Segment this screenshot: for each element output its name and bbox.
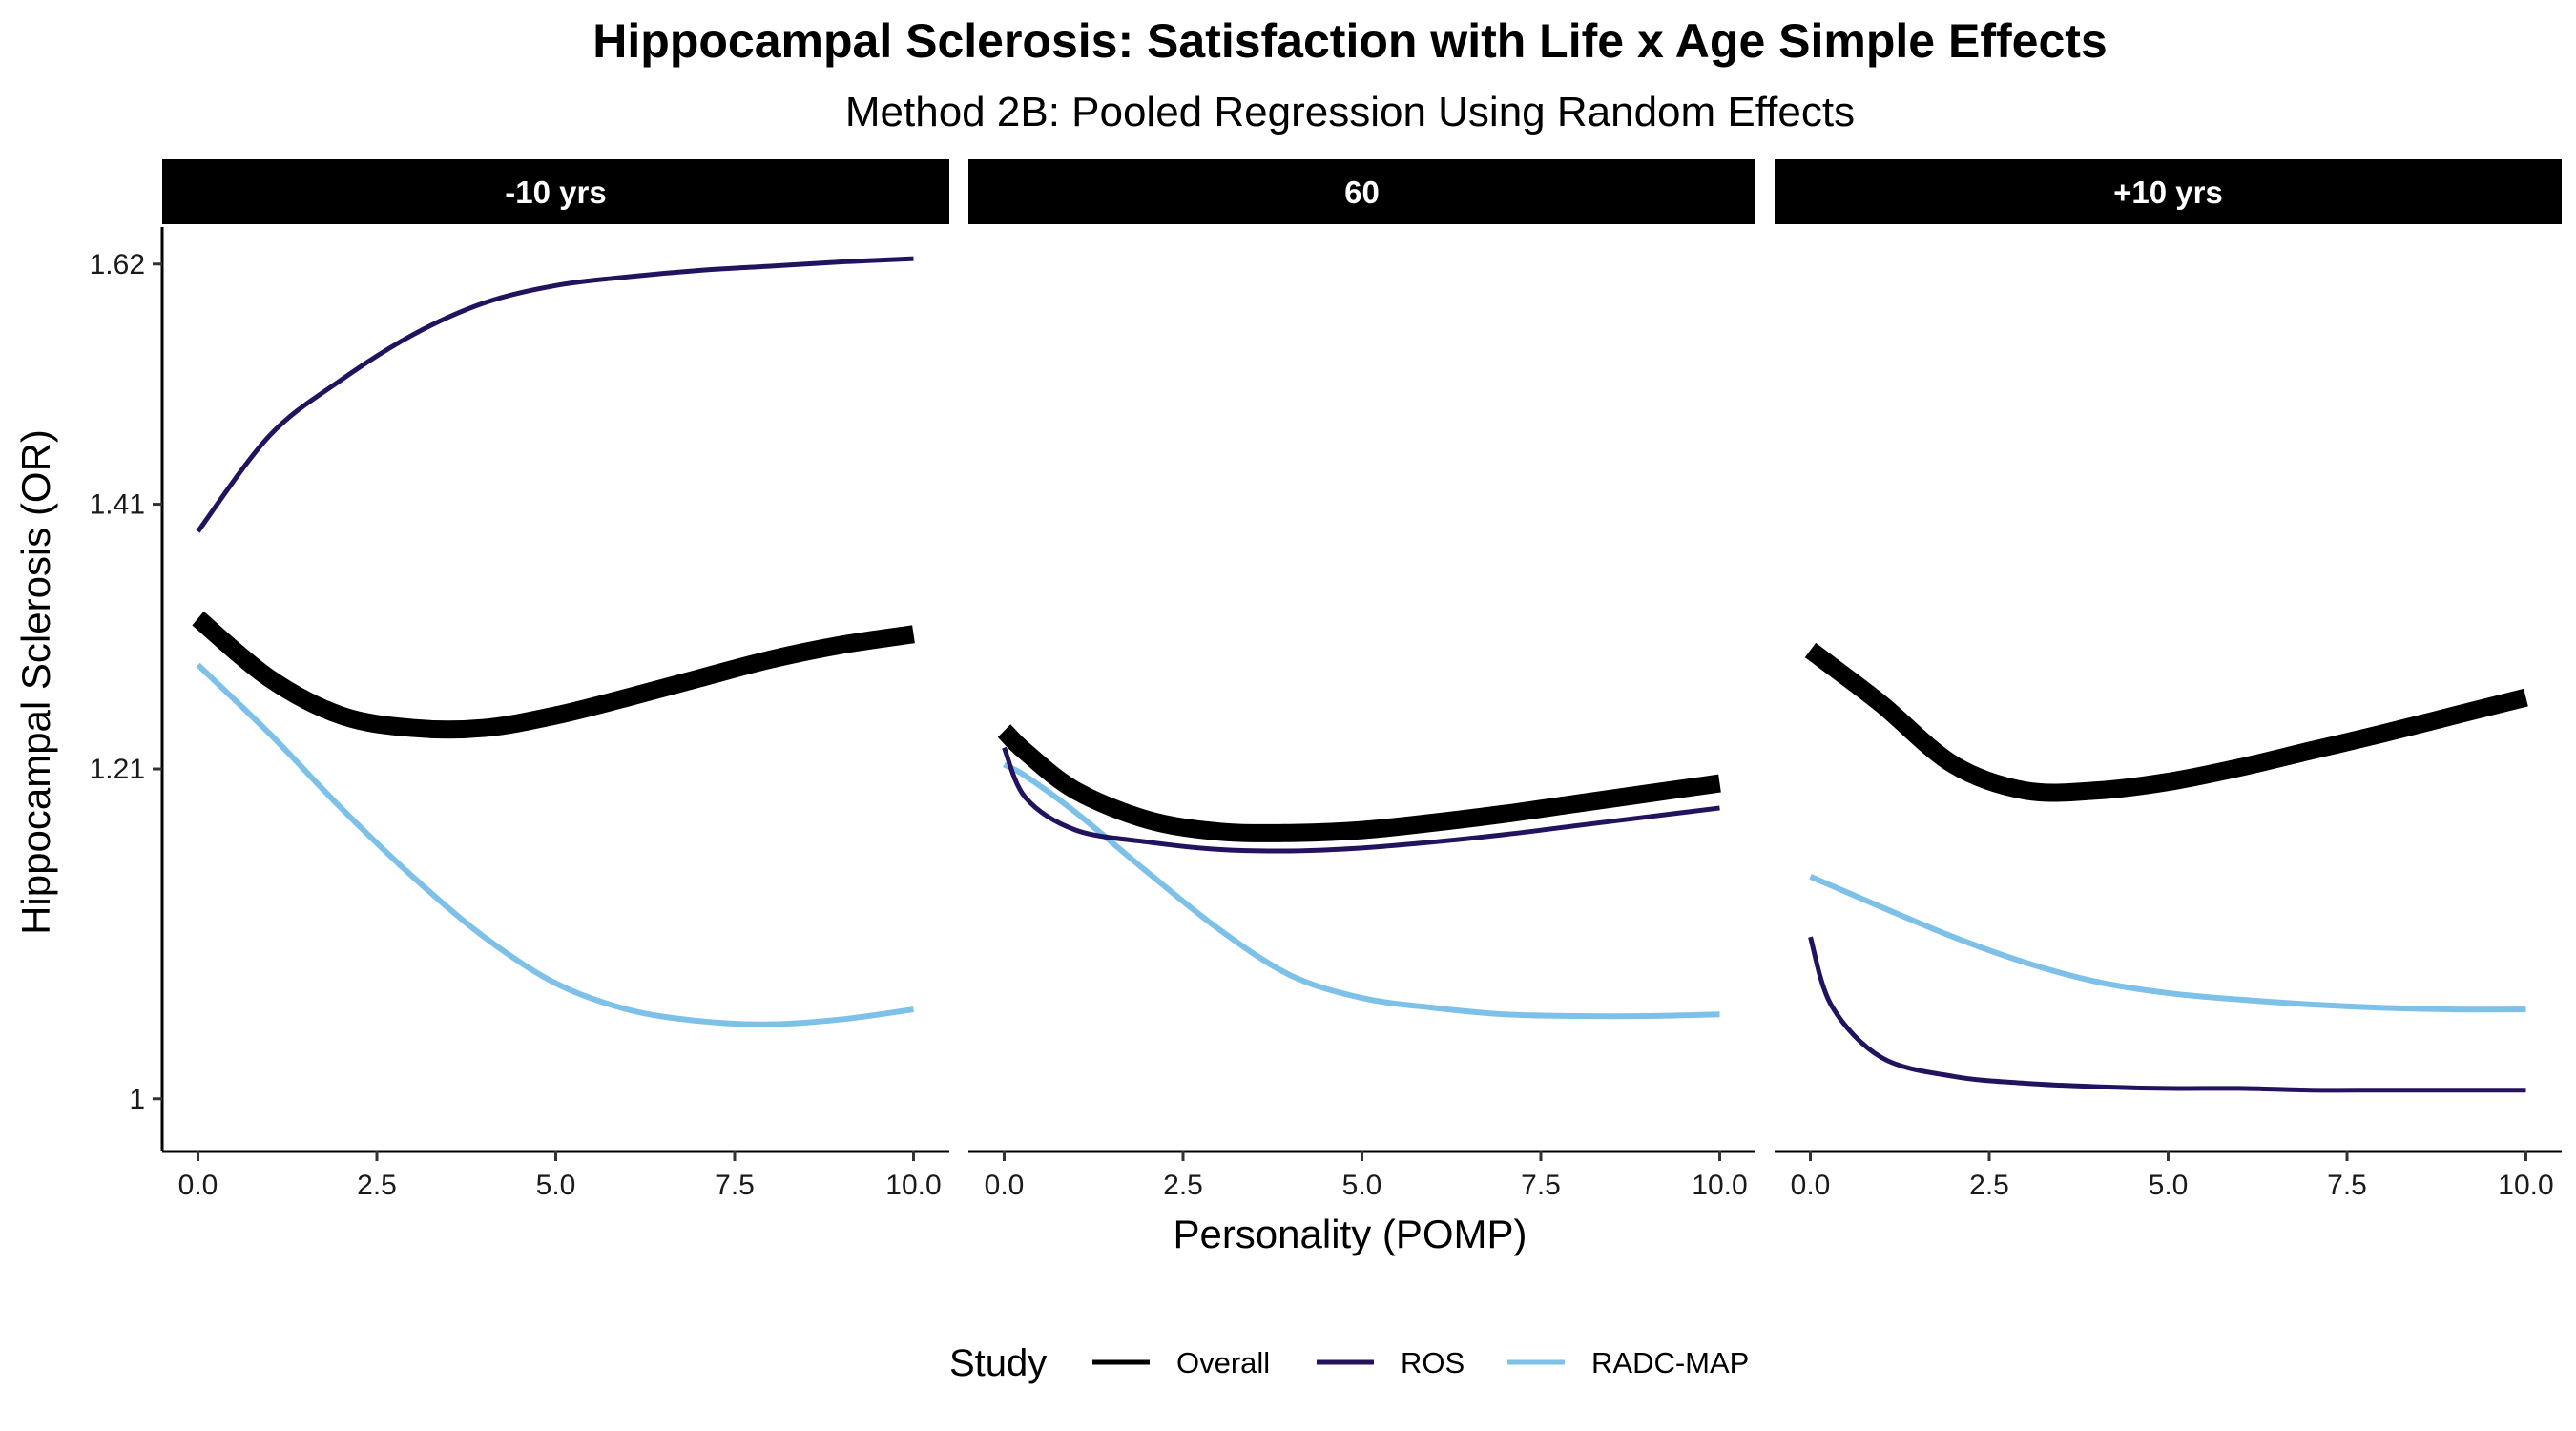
- facet-strip-label: 60: [1344, 175, 1380, 210]
- x-tick-label: 2.5: [357, 1170, 397, 1201]
- x-tick-label: 2.5: [1163, 1170, 1203, 1201]
- chart-subtitle: Method 2B: Pooled Regression Using Rando…: [845, 89, 1855, 135]
- x-tick-label: 5.0: [2149, 1170, 2189, 1201]
- legend-item-ros: ROS: [1317, 1346, 1465, 1379]
- legend: Study Overall ROS RADC-MAP: [949, 1342, 1749, 1384]
- x-tick-label: 5.0: [1342, 1170, 1382, 1201]
- series-line-ros: [1002, 746, 1720, 854]
- x-tick-label: 0.0: [178, 1170, 218, 1201]
- legend-title: Study: [949, 1342, 1047, 1384]
- x-tick-label: 7.5: [2327, 1170, 2367, 1201]
- x-tick-label: 2.5: [1969, 1170, 2009, 1201]
- x-tick-label: 0.0: [1791, 1170, 1831, 1201]
- facet-panel: -10 yrs 0.0 2.5 5.0 7.5 10.0: [162, 159, 949, 1201]
- facet-panel: +10 yrs 0.0 2.5 5.0 7.5 10.0: [1775, 159, 2562, 1201]
- y-tick-label: 1: [129, 1084, 145, 1115]
- series-line-overall: [1804, 642, 2528, 802]
- legend-label: ROS: [1401, 1346, 1465, 1379]
- series-line-ros: [196, 256, 914, 533]
- legend-label: Overall: [1176, 1346, 1270, 1379]
- series-line-overall: [997, 724, 1721, 842]
- x-tick-label: 0.0: [985, 1170, 1025, 1201]
- facet-strip: [968, 159, 1755, 224]
- series-line-overall: [192, 611, 915, 739]
- facet-strip-label: +10 yrs: [2113, 175, 2223, 210]
- x-tick-label: 10.0: [2498, 1170, 2553, 1201]
- facet-strip: [1775, 159, 2562, 224]
- y-tick-label: 1.62: [90, 249, 145, 280]
- y-axis-title: Hippocampal Sclerosis (OR): [13, 429, 58, 935]
- facet-strip-label: -10 yrs: [505, 175, 606, 210]
- x-tick-label: 7.5: [1521, 1170, 1561, 1201]
- y-axis: 1 1.21 1.41 1.62: [90, 227, 164, 1151]
- facet-panel: 60 0.0 2.5 5.0 7.5 10.0: [968, 159, 1755, 1201]
- facet-panels: 1 1.21 1.41 1.62 -10 yrs 0.0 2.5 5.0 7.5 10.0 60 0.…: [90, 159, 2562, 1201]
- y-tick-label: 1.41: [90, 489, 145, 521]
- facet-strip: [162, 159, 949, 224]
- x-axis-title: Personality (POMP): [1173, 1212, 1527, 1256]
- x-tick-label: 7.5: [715, 1170, 755, 1201]
- series-line-radc-map: [196, 662, 914, 1027]
- legend-label: RADC-MAP: [1591, 1346, 1749, 1379]
- series-line-radc-map: [1809, 874, 2526, 1013]
- series-line-radc-map: [1003, 761, 1720, 1020]
- series-line-ros: [1808, 936, 2526, 1093]
- y-tick-label: 1.21: [90, 754, 145, 785]
- legend-item-radc-map: RADC-MAP: [1507, 1346, 1749, 1379]
- chart-title: Hippocampal Sclerosis: Satisfaction with…: [592, 14, 2107, 68]
- x-tick-label: 10.0: [1692, 1170, 1747, 1201]
- legend-item-overall: Overall: [1092, 1346, 1270, 1379]
- x-tick-label: 10.0: [885, 1170, 941, 1201]
- x-tick-label: 5.0: [536, 1170, 576, 1201]
